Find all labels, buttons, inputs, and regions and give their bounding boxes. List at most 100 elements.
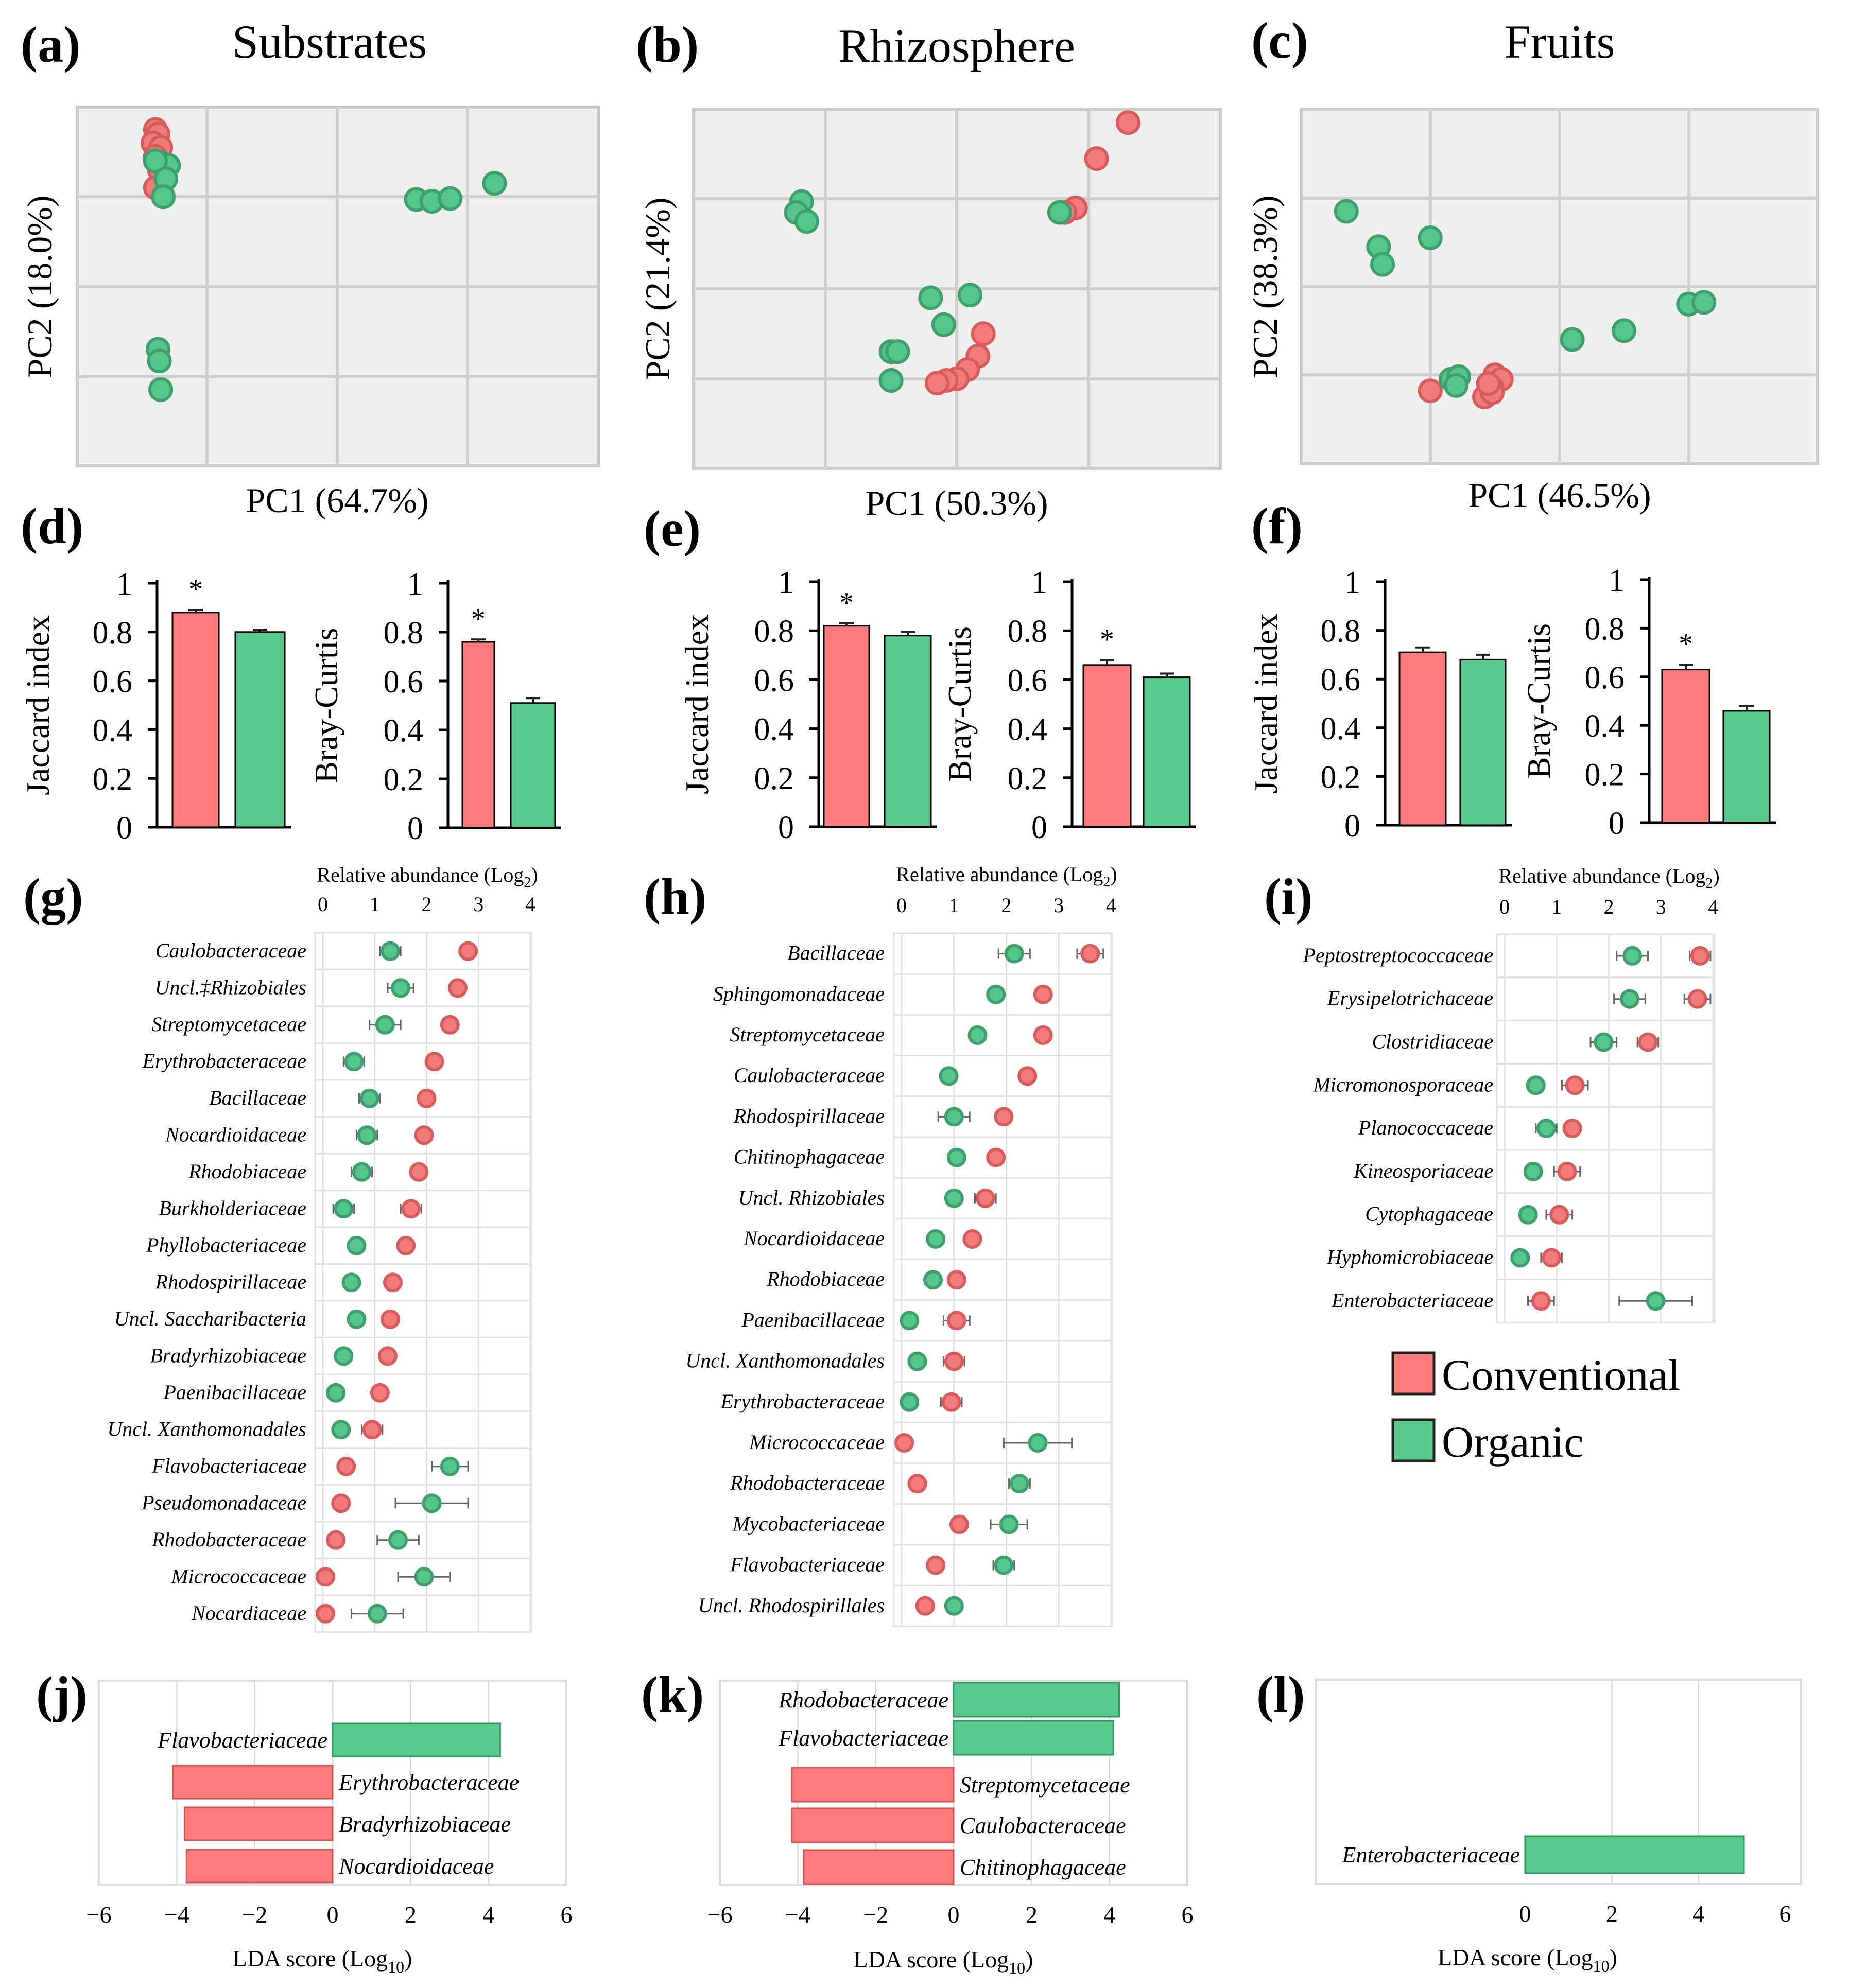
x-axis-title-subscript: 2 [1705,876,1713,892]
dot-organic-1 [391,978,411,998]
legend-label-organic: Organic [1442,1417,1583,1467]
y-tick-label: 1 [1609,563,1625,598]
y-tick-label: 0 [116,811,132,846]
category-label: Burkholderiaceae [159,1196,306,1219]
y-axis-label: PC2 (38.3%) [1246,195,1285,378]
x-tick-label: 2 [1026,1902,1038,1928]
x-tick-label: 4 [482,1902,494,1928]
x-axis-title: LDA score (Log10) [854,1946,1033,1977]
dot-conventional-0 [383,1272,403,1293]
dot-organic-1 [944,1188,964,1208]
x-tick-label: 2 [405,1902,417,1928]
dot-organic-1 [944,1107,964,1127]
dot-organic-1 [334,1199,354,1219]
x-axis-title: Relative abundance (Log2) [1498,864,1719,892]
dot-organic-1 [414,1567,434,1587]
scatter-point-conventional [1116,110,1140,135]
dot-conventional-0 [1690,946,1710,966]
dot-conventional-0 [1549,1205,1569,1225]
y-axis-label: Bray-Curtis [308,627,344,783]
lda-bar-label: Flavobacteriaceae [778,1725,948,1751]
bar-organic [884,635,932,828]
x-axis-title-subscript: 10 [1009,1959,1025,1977]
dot-organic-1 [1536,1119,1556,1139]
dot-organic-1 [352,1162,372,1182]
category-label: Erythrobacteraceae [142,1049,306,1072]
dot-organic-1 [946,1147,966,1167]
dot-organic-1 [926,1229,946,1249]
y-tick-label: 0.4 [384,713,424,748]
panel-letter-g: (g) [23,868,83,925]
dot-conventional-0 [448,978,468,998]
bar-organic [1722,710,1771,824]
x-axis-title-main: LDA score (Log [233,1945,388,1972]
x-tick-label: 3 [1656,895,1666,918]
category-label: Nocardioidaceae [165,1123,306,1146]
scatter-point-organic [148,377,174,402]
category-label: Cytophagaceae [1365,1202,1493,1226]
y-tick-label: 0.6 [1008,663,1048,698]
lda-bar-label: Erythrobacteraceae [338,1770,519,1795]
lda-bar-label: Rhodobacteraceae [778,1687,948,1713]
x-tick-label: 2 [1604,895,1614,918]
x-tick-label: −2 [242,1902,267,1928]
dot-organic-1 [907,1351,927,1371]
panel-letter-c: (c) [1251,12,1308,69]
scatter-point-organic [1418,225,1443,250]
panel-letter-f: (f) [1251,497,1303,554]
x-tick-label: −6 [707,1902,733,1928]
category-label: Clostridiaceae [1372,1030,1493,1053]
dot-organic-1 [923,1270,943,1290]
x-axis-title-main: Relative abundance (Log [896,863,1103,886]
dot-organic-1 [440,1456,460,1476]
y-tick-label: 0.4 [93,713,133,748]
dot-organic-1 [381,941,400,961]
category-label: Micrococcaceae [749,1431,885,1454]
x-tick-label: 4 [1103,1902,1115,1928]
category-label: Kineosporiaceae [1353,1159,1493,1182]
dot-organic-1 [1518,1205,1538,1225]
y-tick-label: 0.8 [1321,614,1361,649]
category-label: Uncl.‡Rhizobiales [155,975,306,999]
panel-letter-k: (k) [641,1666,704,1723]
dot-conventional-0 [381,1309,400,1329]
dot-organic-1 [1028,1433,1048,1453]
x-axis-title: Relative abundance (Log2) [317,863,538,891]
lda-bar-nocardioidaceae [185,1849,334,1884]
lda-bar-flavobacteriaceae [953,1720,1114,1756]
x-axis-title-main: Relative abundance (Log [1498,864,1705,887]
dot-conventional-0 [1017,1066,1038,1086]
lda-bar-label: Flavobacteriaceae [157,1728,327,1753]
y-tick-label: 0 [778,810,794,845]
lda-bar-chitinophagaceae [803,1849,955,1885]
x-axis-label: PC1 (46.5%) [1468,476,1651,515]
category-label: Nocardioidaceae [743,1227,885,1250]
dot-organic-1 [967,1025,988,1045]
x-axis-title-tail: ) [404,1945,412,1972]
x-tick-label: 3 [473,893,483,916]
lda-bar-label: Chitinophagaceae [960,1855,1126,1880]
dot-organic-1 [331,1420,351,1440]
dot-organic-1 [1009,1474,1029,1494]
x-axis-title-subscript: 2 [1103,874,1110,890]
chart-title: Rhizosphere [838,20,1075,72]
lda-plot-rhizosphere: −6 −2 0 2 4 6 −4 LDA score (Log10) Rhodobacterac… [707,1680,1194,1977]
dot-organic-1 [347,1235,367,1255]
panel-letter-h: (h) [644,868,706,925]
category-label: Peptostreptococcaceae [1303,944,1493,967]
dot-conventional-0 [370,1383,390,1403]
dot-conventional-0 [1033,1025,1053,1045]
x-axis-title-main: LDA score (Log [1438,1944,1593,1970]
x-axis-title-tail: ) [1025,1946,1033,1973]
scatter-point-conventional [1418,378,1443,404]
category-label: Rhodospirillaceae [733,1104,885,1127]
x-axis-title-main: LDA score (Log [854,1946,1009,1973]
bar-conventional [823,625,870,828]
dot-conventional-0 [994,1107,1014,1127]
lda-bar-bradyrhizobiaceae [183,1806,334,1841]
lda-bar-caulobacteraceae [791,1807,955,1843]
y-tick-label: 0.4 [1321,711,1361,746]
scatter-point-organic [1611,318,1636,343]
